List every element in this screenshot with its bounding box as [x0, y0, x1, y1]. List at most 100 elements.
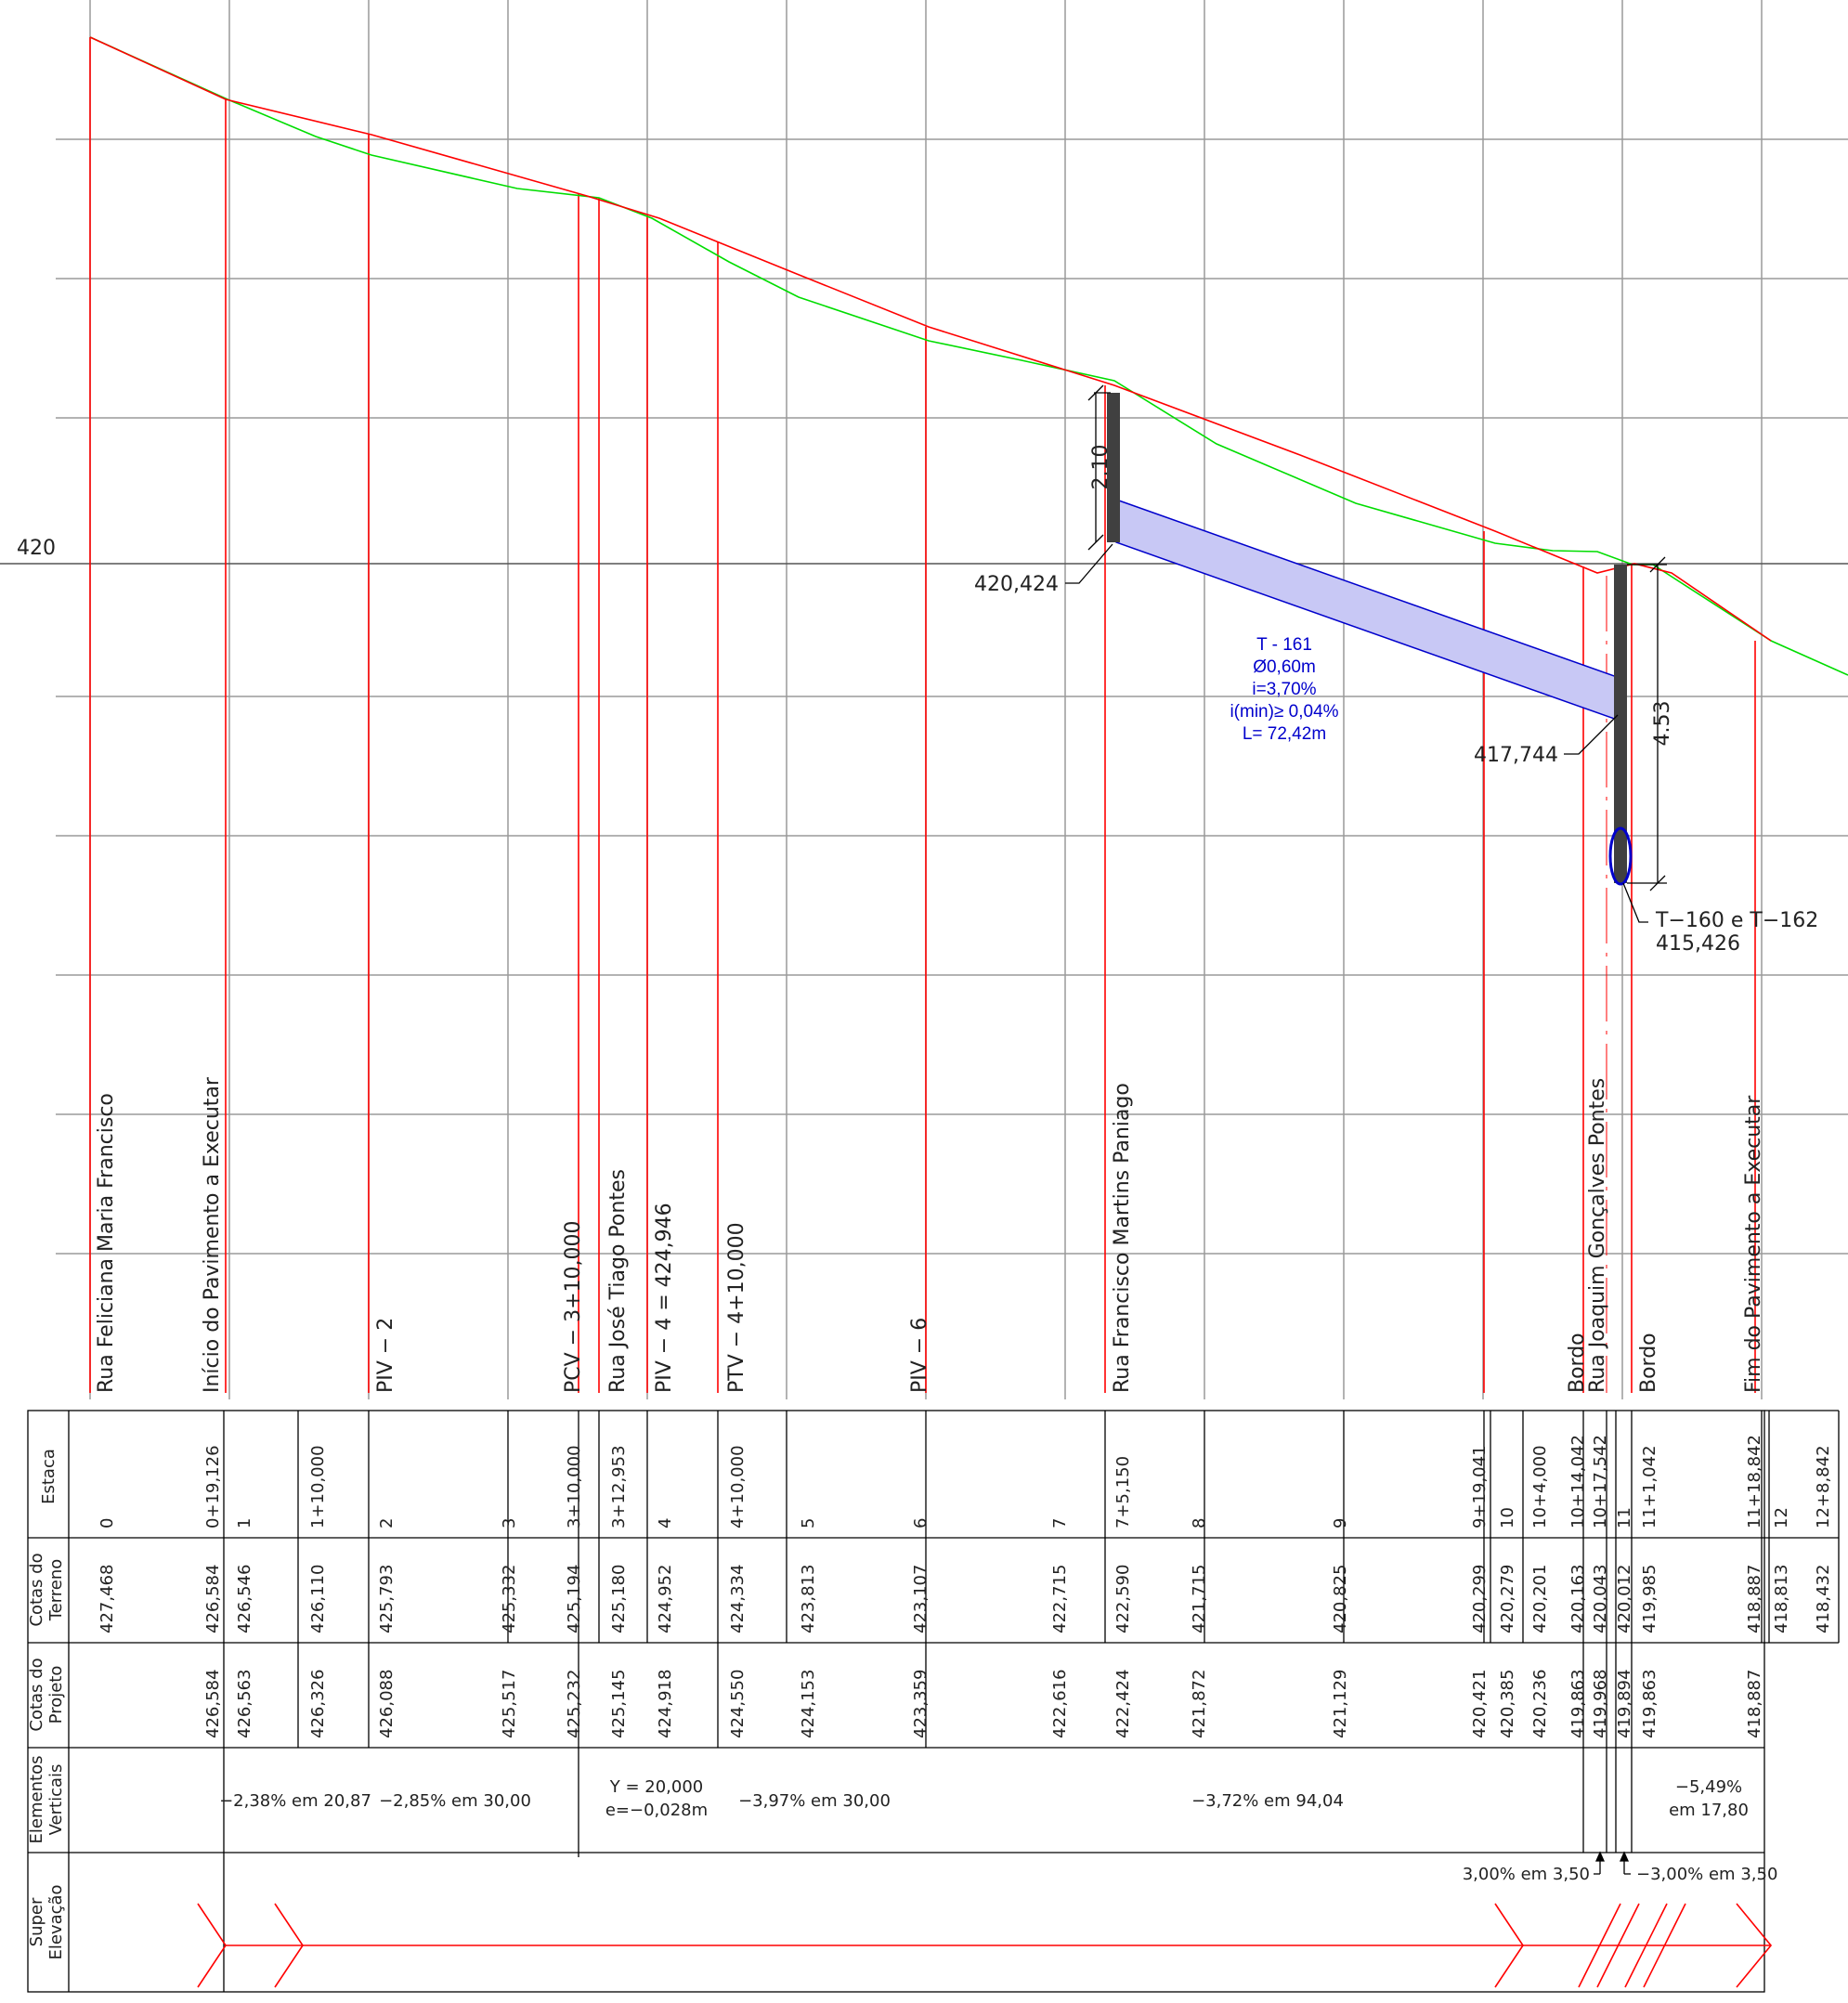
- vertical-element: −3,72% em 94,04: [1191, 1791, 1344, 1811]
- table-value: 3: [500, 1518, 519, 1528]
- tee-elevation: 415,426: [1656, 932, 1740, 956]
- station-name: PIV − 2: [374, 1318, 397, 1393]
- station-name: PTV − 4+10,000: [725, 1222, 748, 1393]
- table-value: 11: [1615, 1507, 1634, 1528]
- table-value: 422,424: [1113, 1670, 1133, 1738]
- vertical-element: −2,38% em 20,87: [219, 1791, 371, 1811]
- manhole-left: [1107, 393, 1120, 542]
- station-name: PIV − 4 = 424,946: [653, 1203, 676, 1393]
- row-label-terreno-1: Cotas do: [27, 1553, 46, 1626]
- table-value: 0: [98, 1518, 117, 1528]
- tee-label: T−160 e T−162: [1655, 909, 1818, 932]
- table-value: 420,043: [1591, 1565, 1610, 1633]
- table-value: 424,918: [656, 1670, 675, 1738]
- super-left-label: 3,00% em 3,50: [1463, 1865, 1590, 1884]
- table-value: 10: [1498, 1507, 1517, 1528]
- table-value: 3+10,000: [565, 1445, 584, 1528]
- row-labels: Estaca Cotas do Terreno Cotas do Projeto…: [27, 1449, 66, 1959]
- table-value: 419,985: [1640, 1565, 1659, 1633]
- table-value: 419,863: [1640, 1670, 1659, 1738]
- table-value: 419,894: [1615, 1670, 1634, 1738]
- table-value: 10+14,042: [1568, 1435, 1588, 1528]
- table-value: 425,793: [377, 1565, 397, 1633]
- table-value: 418,887: [1745, 1670, 1764, 1738]
- row-label-projeto-2: Projeto: [46, 1666, 66, 1724]
- table-value: 7+5,150: [1113, 1456, 1133, 1528]
- table-columns: [223, 1411, 1770, 1992]
- projeto-values: 426,584 426,563 426,326 426,088 425,517 425,2…: [203, 1670, 1764, 1738]
- station-name: Rua Feliciana Maria Francisco: [95, 1093, 118, 1393]
- table-value: 427,468: [98, 1565, 117, 1633]
- pipe-diameter: Ø0,60m: [1253, 657, 1316, 677]
- table-value: 425,517: [500, 1670, 519, 1738]
- table-value: 422,590: [1113, 1565, 1133, 1633]
- table-value: 424,952: [656, 1565, 675, 1633]
- vertical-element: −3,97% em 30,00: [738, 1791, 891, 1811]
- table-value: 426,326: [308, 1670, 328, 1738]
- grid-lines: [56, 0, 1848, 1399]
- table-value: 420,163: [1568, 1565, 1588, 1633]
- table-value: 423,107: [911, 1565, 931, 1633]
- table-value: 426,563: [235, 1670, 254, 1738]
- table-value: 420,825: [1331, 1565, 1350, 1633]
- table-value: 12: [1772, 1507, 1791, 1528]
- table-value: 0+19,126: [203, 1445, 223, 1528]
- terrain-profile: [89, 36, 1848, 676]
- table-value: 425,232: [565, 1670, 584, 1738]
- row-label-elementos-1: Elementos: [27, 1756, 46, 1844]
- station-name: Bordo: [1637, 1333, 1660, 1393]
- station-lines: [89, 37, 1756, 1393]
- superelevation-markers: [1594, 1851, 1631, 1875]
- pipe-junction-ellipse: [1608, 826, 1633, 886]
- table-value: 418,887: [1745, 1565, 1764, 1633]
- table-value: 9: [1331, 1518, 1350, 1528]
- table-value: 1: [235, 1518, 254, 1528]
- terreno-values: 427,468 426,584 426,546 426,110 425,793 425,3…: [98, 1565, 1833, 1633]
- dimension-right: [1627, 556, 1667, 891]
- project-profile: [89, 36, 1772, 642]
- estaca-values: 0 0+19,126 1 1+10,000 2 3 3+10,000 3+12,953 4 4+1…: [98, 1435, 1833, 1528]
- table-value: 6: [911, 1518, 931, 1528]
- table-value: 420,421: [1470, 1670, 1490, 1738]
- table-value: 421,129: [1331, 1670, 1350, 1738]
- table-value: 423,359: [911, 1670, 931, 1738]
- table-value: 421,872: [1190, 1670, 1209, 1738]
- row-label-super-2: Elevação: [46, 1884, 66, 1959]
- row-label-estaca: Estaca: [39, 1449, 59, 1504]
- top-node-elevation: 420,424: [974, 573, 1059, 596]
- elementos-values: −2,38% em 20,87 −2,85% em 30,00 Y = 20,000…: [219, 1777, 1749, 1820]
- table-value: 7: [1050, 1518, 1070, 1528]
- table-value: 424,550: [728, 1670, 748, 1738]
- pipe-band: [1115, 498, 1620, 722]
- table-value: 418,813: [1772, 1565, 1791, 1633]
- pipe-slope: i=3,70%: [1252, 680, 1316, 699]
- table-value: 423,813: [799, 1565, 818, 1633]
- table-value: 4+10,000: [728, 1445, 748, 1528]
- table-value: 5: [799, 1518, 818, 1528]
- table-value: 425,180: [609, 1565, 629, 1633]
- table-value: 3+12,953: [609, 1445, 629, 1528]
- station-names: Rua Feliciana Maria Francisco Início do P…: [95, 1076, 1765, 1393]
- table-value: 424,334: [728, 1565, 748, 1633]
- table-value: 10+4,000: [1530, 1445, 1550, 1528]
- bottom-node-elevation: 417,744: [1474, 744, 1558, 767]
- station-name: Início do Pavimento a Executar: [201, 1076, 224, 1393]
- row-label-terreno-2: Terreno: [46, 1559, 66, 1622]
- station-name: Bordo: [1566, 1333, 1589, 1393]
- pipe-annotation: T - 161 Ø0,60m i=3,70% i(min)≥ 0,04% L= …: [1230, 635, 1338, 744]
- table-value: 426,110: [308, 1565, 328, 1633]
- table-value: 422,715: [1050, 1565, 1070, 1633]
- table-value: 425,145: [609, 1670, 629, 1738]
- table-value: 426,088: [377, 1670, 397, 1738]
- table-value: 8: [1190, 1518, 1209, 1528]
- row-label-projeto-1: Cotas do: [27, 1658, 46, 1731]
- table-value: 420,299: [1470, 1565, 1490, 1633]
- row-label-elementos-2: Verticais: [46, 1764, 66, 1836]
- table-value: 422,616: [1050, 1670, 1070, 1738]
- vertical-element: Y = 20,000: [609, 1777, 704, 1797]
- table-value: 420,201: [1530, 1565, 1550, 1633]
- table-value: 426,546: [235, 1565, 254, 1633]
- table-value: 419,968: [1591, 1670, 1610, 1738]
- vertical-element-line2: e=−0,028m: [605, 1801, 708, 1820]
